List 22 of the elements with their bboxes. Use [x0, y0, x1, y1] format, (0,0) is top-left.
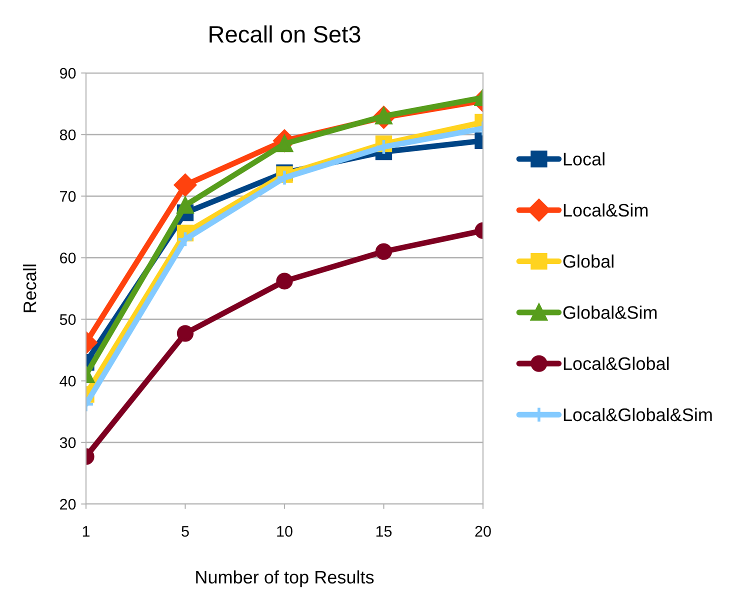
legend-label: Local&Global: [564, 356, 669, 370]
y-tick-label: 90: [60, 68, 76, 79]
y-tick-label: 20: [60, 498, 76, 510]
legend-label: Local&Global&Sim: [564, 408, 712, 422]
y-tick-label: 40: [60, 376, 76, 387]
legend-label: Global&Sim: [563, 306, 657, 319]
legend-label: Local: [564, 152, 604, 166]
legend-label: Local&Sim: [564, 203, 648, 217]
x-tick-label: 20: [475, 526, 491, 537]
x-tick-label: 15: [376, 526, 392, 537]
y-tick-label: 80: [60, 129, 76, 140]
x-tick-label: 10: [277, 526, 292, 537]
y-tick-label: 70: [60, 191, 76, 202]
y-tick-label: 50: [60, 314, 76, 325]
x-tick-label: 5: [182, 526, 189, 537]
chart-title: Recall on Set3: [210, 25, 360, 43]
x-tick-label: 1: [82, 526, 90, 537]
y-axis-title: Recall: [23, 264, 36, 312]
y-tick-label: 60: [60, 252, 76, 264]
y-tick-label: 30: [60, 437, 76, 448]
legend-label: Global: [563, 254, 614, 268]
x-axis-title: Number of top Results: [196, 570, 374, 588]
